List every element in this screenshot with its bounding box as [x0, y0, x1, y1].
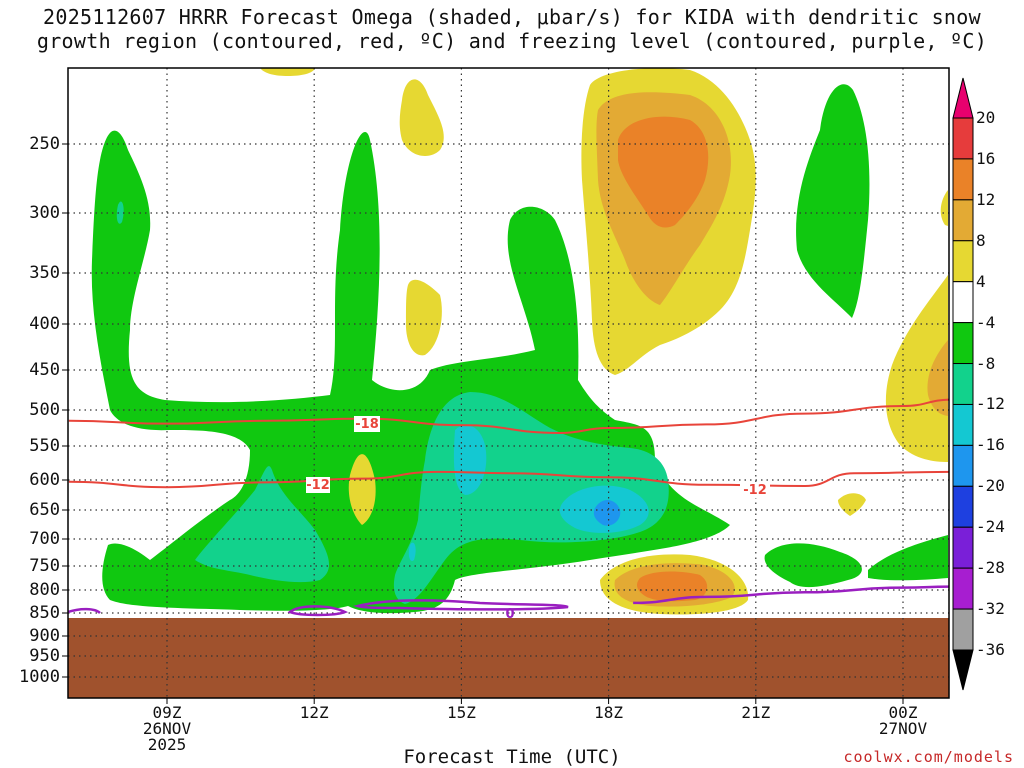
- colorbar-bottom-arrow: [952, 649, 974, 691]
- y-tick-label: 950: [29, 646, 60, 666]
- y-tick-label: 550: [29, 436, 60, 456]
- colorbar-label: 16: [976, 148, 996, 168]
- colorbar-label: 20: [976, 108, 996, 127]
- y-axis-ticks: [62, 143, 68, 678]
- colorbar-swatch: [952, 322, 974, 365]
- colorbar-label: -28: [976, 558, 1005, 578]
- x-tick-label: 18Z: [594, 703, 624, 722]
- colorbar-label: -4: [976, 312, 996, 332]
- y-tick-label: 600: [29, 470, 60, 490]
- colorbar-swatch: [952, 444, 974, 487]
- contour-label-freezing: 0: [505, 607, 514, 622]
- y-tick-label: 300: [29, 203, 60, 223]
- dgz-isotherm-minus12: [68, 470, 949, 489]
- contour-label-minus18: -18: [355, 417, 379, 432]
- y-tick-label: 650: [29, 500, 60, 520]
- y-tick-label: 450: [29, 360, 60, 380]
- y-tick-label: 350: [29, 263, 60, 283]
- pressure-gridlines: [68, 143, 949, 678]
- x-axis-title: Forecast Time (UTC): [403, 746, 621, 768]
- x-axis-ticks: [166, 698, 904, 704]
- colorbar-label: -36: [976, 640, 1005, 659]
- colorbar-top-arrow: [952, 77, 974, 119]
- x-tick-label: 00Z: [888, 703, 918, 722]
- chart-title-line1: 2025112607 HRRR Forecast Omega (shaded, …: [43, 5, 981, 29]
- x-tick-date: 27NOV: [878, 719, 928, 738]
- colorbar-swatch: [952, 485, 974, 528]
- x-tick-label: 21Z: [741, 703, 771, 722]
- contour-label-minus12-a: -12: [306, 478, 330, 493]
- x-tick-date: 26NOV: [142, 719, 192, 738]
- freezing-level-loops: [68, 599, 569, 617]
- chart-title-line2: growth region (contoured, red, ºC) and f…: [36, 29, 988, 53]
- colorbar-swatch: [952, 281, 974, 324]
- colorbar-label: -32: [976, 599, 1005, 619]
- x-tick-label: 09Z: [152, 703, 182, 722]
- dgz-isotherm-minus18: [68, 398, 949, 435]
- terrain-block: [68, 618, 949, 698]
- credit-text: coolwx.com/models: [843, 748, 1014, 766]
- y-tick-label: 1000: [19, 667, 60, 687]
- omega-colorbar: [952, 77, 974, 691]
- colorbar-label: -20: [976, 476, 1005, 496]
- colorbar-label: 4: [976, 271, 986, 291]
- colorbar-swatch: [952, 240, 974, 283]
- colorbar-swatch: [952, 567, 974, 610]
- freezing-level-contour: [633, 585, 949, 605]
- y-tick-label: 500: [29, 400, 60, 420]
- colorbar-label: -24: [976, 517, 1005, 537]
- x-tick-year: 2025: [147, 735, 187, 754]
- y-tick-label: 750: [29, 556, 60, 576]
- label-bg-12a: [306, 477, 330, 493]
- y-tick-label: 400: [29, 314, 60, 334]
- colorbar-label: -16: [976, 435, 1005, 455]
- x-tick-label: 12Z: [299, 703, 329, 722]
- colorbar-label: 12: [976, 189, 996, 209]
- colorbar-swatch: [952, 608, 974, 651]
- colorbar-label: -8: [976, 353, 996, 373]
- colorbar-label: 8: [976, 230, 986, 250]
- plot-frame: [67, 67, 950, 699]
- omega-band-minus16: [593, 499, 621, 526]
- colorbar-label: -12: [976, 394, 1005, 414]
- colorbar-swatch: [952, 526, 974, 569]
- colorbar-swatch: [952, 403, 974, 446]
- contour-label-minus12-b: -12: [743, 483, 767, 498]
- y-tick-label: 850: [29, 603, 60, 623]
- y-tick-label: 700: [29, 529, 60, 549]
- colorbar-swatch: [952, 117, 974, 160]
- y-tick-label: 250: [29, 134, 60, 154]
- label-bg-12b: [740, 482, 770, 498]
- x-tick-label: 15Z: [446, 703, 476, 722]
- time-gridlines: [166, 68, 904, 698]
- colorbar-swatch: [952, 363, 974, 405]
- y-tick-label: 800: [29, 580, 60, 600]
- y-tick-label: 900: [29, 626, 60, 646]
- colorbar-swatch: [952, 158, 974, 201]
- colorbar-swatch: [952, 199, 974, 242]
- label-bg-18: [354, 416, 380, 432]
